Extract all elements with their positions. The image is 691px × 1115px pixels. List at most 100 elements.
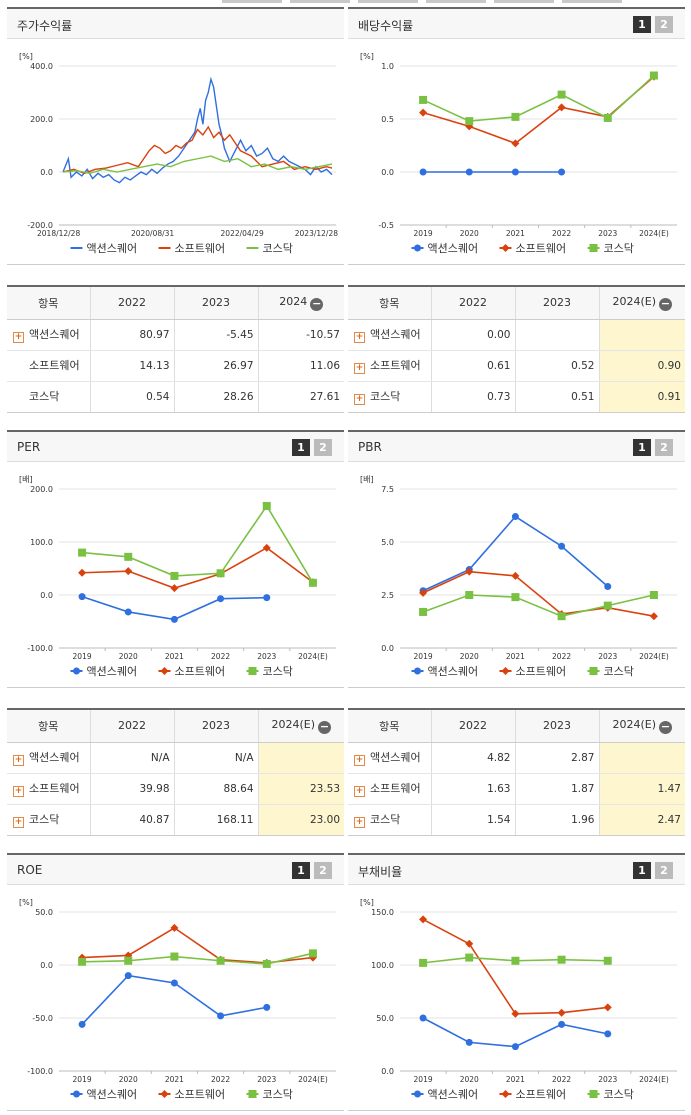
stock-return-legend-label[interactable]: 코스닥: [263, 242, 293, 255]
dividend-yield-point: [419, 95, 428, 104]
row-label: +소프트웨어: [348, 773, 432, 805]
stock-return-y-tick: -200.0: [27, 221, 53, 230]
roe-legend-label[interactable]: 소프트웨어: [175, 1088, 226, 1101]
dividend-yield-point: [558, 168, 566, 176]
roe-legend-marker: [73, 1090, 80, 1098]
expand-icon[interactable]: +: [354, 817, 365, 829]
roe-legend-label[interactable]: 액션스퀘어: [87, 1088, 138, 1101]
stock-return-legend-label[interactable]: 액션스퀘어: [87, 242, 138, 255]
per-point: [170, 584, 179, 593]
expand-icon[interactable]: +: [13, 786, 24, 797]
pbr-legend-label[interactable]: 소프트웨어: [516, 665, 567, 678]
per-page-1-button[interactable]: 1: [292, 439, 310, 456]
dividend-yield-x-tick: 2022: [552, 229, 571, 238]
per-point: [263, 594, 271, 602]
debt-ratio-page-2-button[interactable]: 2: [655, 862, 673, 879]
stock-return-table-header: 항목: [7, 287, 91, 320]
debt-ratio-point: [603, 956, 612, 965]
per-y-tick: 100.0: [30, 538, 53, 547]
debt-ratio-point: [511, 1043, 519, 1051]
dividend-yield-point: [511, 139, 520, 148]
expand-icon[interactable]: +: [354, 363, 365, 374]
pbr-x-tick: 2020: [460, 652, 479, 661]
dividend-yield-point: [465, 117, 474, 126]
expand-icon[interactable]: +: [354, 755, 365, 766]
stock-return-table: 항목202220232024−+액션스퀘어80.97-5.45-10.57+소프…: [7, 285, 344, 413]
debt-ratio-point: [419, 1014, 427, 1022]
per-page-2-button[interactable]: 2: [314, 439, 332, 456]
pbr-page-2-button[interactable]: 2: [655, 439, 673, 456]
stock-return-table-header: 2024−: [258, 287, 344, 320]
table-cell: 80.97: [90, 319, 175, 351]
dividend-yield-page-1-button[interactable]: 1: [633, 16, 651, 33]
expand-icon[interactable]: +: [13, 817, 24, 829]
expand-icon[interactable]: +: [354, 394, 365, 406]
roe-page-2-button[interactable]: 2: [314, 862, 332, 879]
dividend-yield-legend-marker: [414, 244, 421, 252]
dividend-yield-y-tick: 0.5: [381, 115, 394, 124]
per-point: [124, 608, 132, 616]
debt-ratio-y-tick: 100.0: [371, 961, 394, 970]
roe-point: [170, 952, 179, 961]
stock-return-legend-label[interactable]: 소프트웨어: [175, 242, 226, 255]
pbr-legend-label[interactable]: 액션스퀘어: [428, 665, 479, 678]
pbr-page-1-button[interactable]: 1: [633, 439, 651, 456]
dividend-yield-legend-marker: [589, 244, 598, 252]
pbr-legend-label[interactable]: 코스닥: [604, 665, 634, 678]
debt-ratio-legend-label[interactable]: 코스닥: [604, 1088, 634, 1101]
per-legend-label[interactable]: 액션스퀘어: [87, 665, 138, 678]
table-cell: 1.63: [431, 773, 516, 805]
debt-ratio-y-tick: 150.0: [371, 908, 394, 917]
per-point: [308, 578, 317, 587]
debt-ratio-legend-label[interactable]: 소프트웨어: [516, 1088, 567, 1101]
dividend-yield-y-tick: -0.5: [378, 221, 394, 230]
stock-return-collapse-icon[interactable]: −: [310, 296, 324, 311]
debt-ratio-point: [419, 958, 428, 967]
dividend-yield-x-tick: 2020: [460, 229, 479, 238]
expand-icon[interactable]: +: [13, 332, 24, 343]
dividend-yield-legend-marker: [501, 244, 510, 252]
roe-point: [78, 953, 87, 962]
per-y-tick: 0.0: [40, 591, 53, 600]
pbr-collapse-icon[interactable]: −: [659, 719, 673, 734]
dividend-yield-page-2-button[interactable]: 2: [655, 16, 673, 33]
table-cell: N/A: [90, 742, 175, 774]
per-x-tick: 2021: [165, 652, 184, 661]
dividend-yield-series-line-3: [422, 74, 655, 122]
debt-ratio-page-1-button[interactable]: 1: [633, 862, 651, 879]
dividend-yield-legend-label[interactable]: 액션스퀘어: [428, 242, 479, 255]
stock-return-x-tick: 2022/04/29: [221, 229, 264, 238]
expand-icon: +: [13, 363, 24, 374]
debt-ratio-panel: 부채비율 1 2 [%] 150.0 100.0 50.0 0.0 2019 2020 2021 20…: [348, 853, 685, 1111]
roe-point: [78, 957, 87, 966]
table-row: + 액션스퀘어 4.82 2.87: [348, 742, 685, 774]
table-cell: 27.61: [309, 390, 340, 403]
expand-icon[interactable]: +: [354, 786, 365, 797]
expand-icon[interactable]: +: [354, 332, 365, 343]
roe-legend-label[interactable]: 코스닥: [263, 1088, 293, 1101]
dividend-yield-x-tick: 2024(E): [639, 229, 669, 238]
debt-ratio-title: 부채비율: [358, 865, 403, 879]
debt-ratio-legend-label[interactable]: 액션스퀘어: [428, 1088, 479, 1101]
pbr-point: [419, 607, 428, 616]
pbr-table: 항목 2022 2023 2024(E) − + 액션스퀘어 4.82 2.87 + 소프트웨어 1.…: [348, 708, 685, 836]
dividend-yield-y-tick: 0.0: [381, 168, 394, 177]
top-strip: [0, 0, 691, 4]
roe-page-1-button[interactable]: 1: [292, 862, 310, 879]
debt-ratio-point: [419, 915, 428, 924]
per-collapse-icon[interactable]: −: [318, 719, 332, 734]
pbr-point: [511, 593, 520, 602]
dividend-yield-legend-label[interactable]: 코스닥: [604, 242, 634, 255]
dividend-yield-legend-label[interactable]: 소프트웨어: [516, 242, 567, 255]
roe-header: ROE 1 2: [7, 855, 344, 885]
expand-icon: +: [13, 394, 24, 405]
pbr-x-tick: 2024(E): [639, 652, 669, 661]
per-legend-label[interactable]: 소프트웨어: [175, 665, 226, 678]
pbr-panel: PBR 1 2 [배] 7.5 5.0 2.5 0.0 2019 2020 2021 2022 2023…: [348, 430, 685, 688]
expand-icon[interactable]: +: [13, 755, 24, 766]
per-legend-label[interactable]: 코스닥: [263, 665, 293, 678]
debt-ratio-point: [558, 1020, 566, 1028]
dividend-yield-point: [465, 168, 473, 176]
dividend-yield-collapse-icon[interactable]: −: [659, 296, 673, 311]
table-cell: 0.54: [90, 381, 175, 412]
